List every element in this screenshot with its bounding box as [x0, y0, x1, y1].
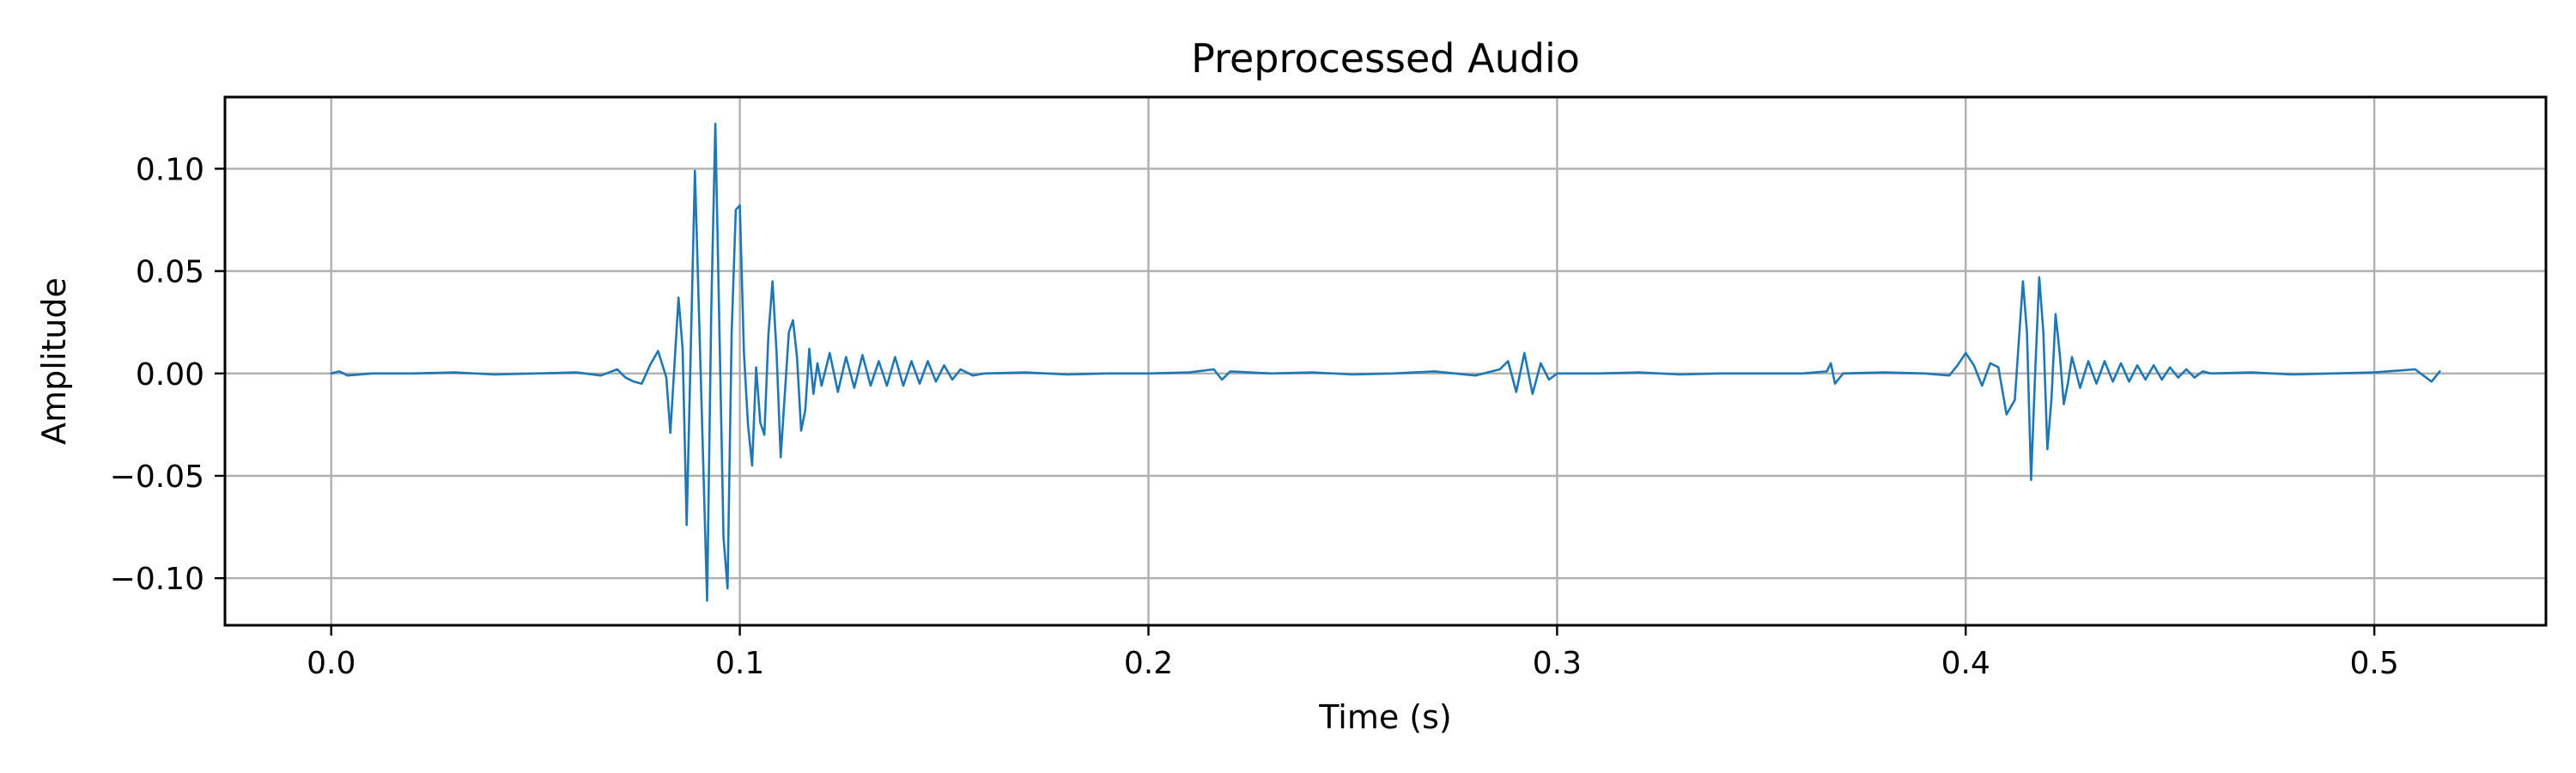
x-tick-label: 0.2: [1124, 646, 1173, 681]
x-tick-label: 0.3: [1533, 646, 1582, 681]
x-tick-label: 0.4: [1941, 646, 1990, 681]
series-line: [330, 122, 2441, 602]
plot-frame: [223, 95, 2548, 627]
y-tick-label: 0.10: [136, 152, 204, 187]
x-axis-ticks: 0.0 0.1 0.2 0.3 0.4 0.5: [307, 625, 2399, 681]
x-tick-label: 0.1: [715, 646, 764, 681]
y-axis-ticks: 0.10 0.05 0.00 −0.05 −0.10: [110, 152, 225, 597]
chart-title: Preprocessed Audio: [1191, 35, 1580, 82]
y-tick-label: 0.00: [136, 357, 204, 393]
y-axis-title: Amplitude: [35, 277, 73, 445]
series-layer: [330, 122, 2441, 602]
y-tick-label: −0.10: [110, 562, 204, 597]
y-tick-label: 0.05: [136, 255, 204, 290]
x-tick-label: 0.0: [307, 646, 355, 681]
y-tick-label: −0.05: [110, 460, 204, 495]
x-axis-title: Time (s): [1318, 698, 1452, 736]
x-tick-label: 0.5: [2349, 646, 2398, 681]
